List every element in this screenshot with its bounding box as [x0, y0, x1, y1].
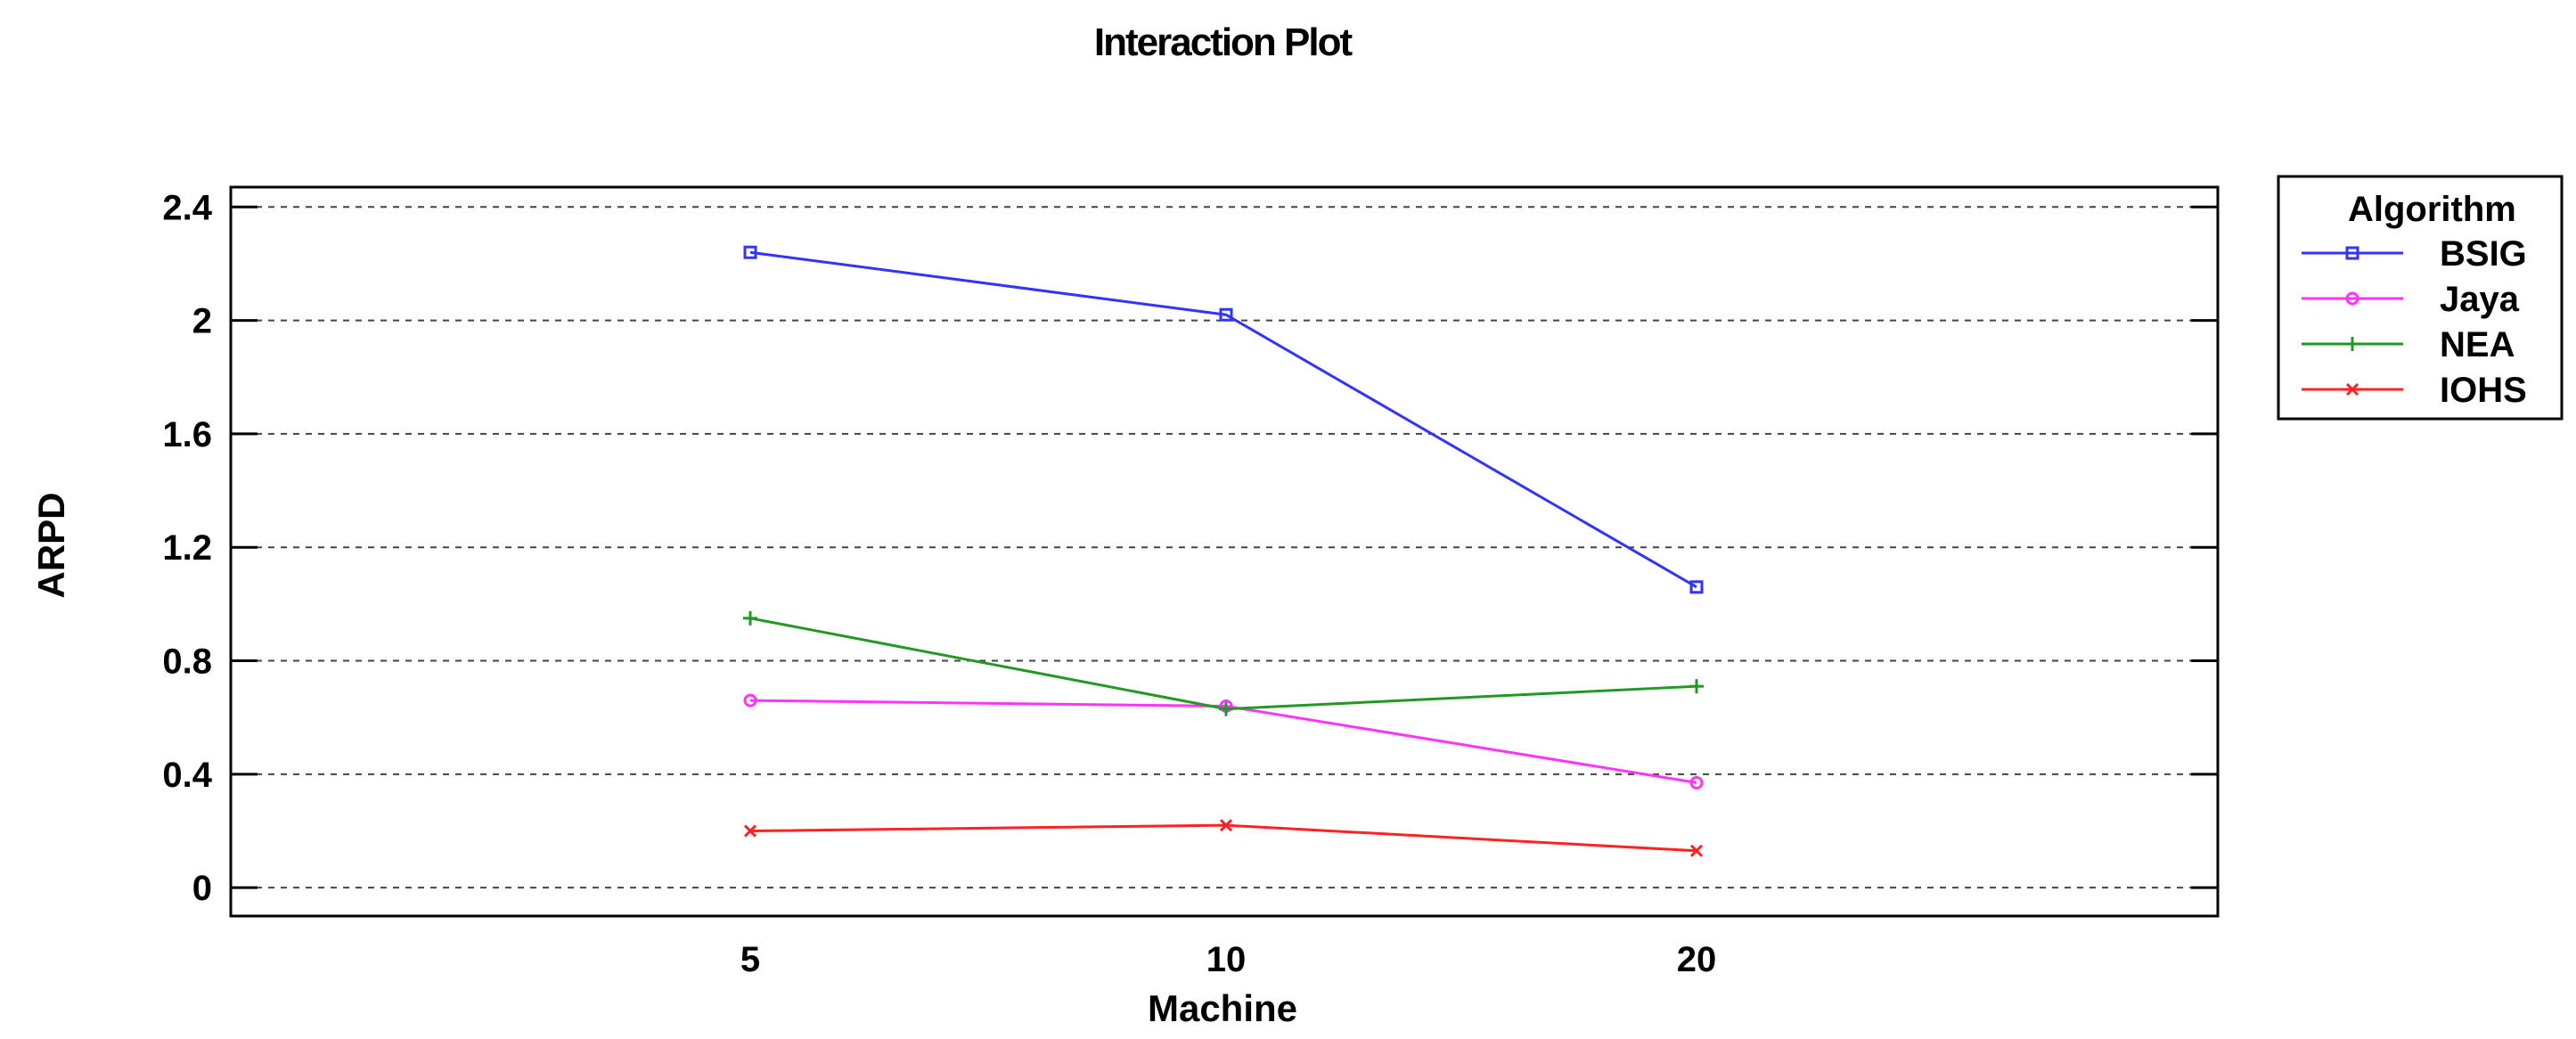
series-lines	[743, 245, 1704, 857]
y-tick-label: 0.4	[162, 756, 212, 795]
y-axis-label: ARPD	[30, 492, 72, 598]
plot-area-frame	[229, 185, 2220, 918]
y-axis-ticks: 0 0.4 0.8 1.2 1.6 2 2.4	[162, 188, 2218, 908]
legend-marker-nea	[2345, 337, 2359, 351]
series-line-jaya	[749, 699, 1697, 784]
data-point-jaya	[743, 693, 757, 708]
x-tick-label: 10	[1206, 940, 1247, 979]
legend-items: BSIG Jaya NEA IOHS	[2302, 234, 2527, 410]
data-point-iohs	[1219, 819, 1233, 832]
y-tick-label: 0	[192, 869, 212, 908]
x-axis-label: Machine	[1148, 987, 1297, 1029]
series-line-bsig	[749, 250, 1697, 589]
x-tick-label: 5	[740, 940, 760, 979]
y-tick-label: 1.2	[162, 528, 212, 568]
legend-label-jaya: Jaya	[2440, 280, 2520, 319]
series-line-nea	[749, 617, 1697, 711]
y-tick-label: 1.6	[162, 415, 212, 454]
data-point-jaya	[1689, 775, 1704, 789]
legend: Algorithm BSIG Jaya NEA IOHS	[2277, 175, 2564, 421]
data-point-iohs	[743, 824, 757, 838]
data-point-bsig	[1689, 580, 1704, 594]
y-tick-label: 2	[192, 302, 212, 341]
x-axis-ticks: 5 10 20	[740, 940, 1716, 979]
legend-marker-jaya	[2345, 291, 2359, 306]
x-tick-label: 20	[1677, 940, 1717, 979]
legend-label-nea: NEA	[2440, 325, 2515, 364]
y-tick-label: 2.4	[162, 188, 212, 227]
y-tick-label: 0.8	[162, 642, 212, 682]
legend-title: Algorithm	[2348, 190, 2516, 229]
data-point-iohs	[1689, 844, 1704, 857]
chart-title: Interaction Plot	[1094, 20, 1353, 64]
data-point-bsig	[743, 245, 757, 259]
data-point-nea	[1219, 701, 1233, 716]
data-point-nea	[1689, 679, 1704, 694]
legend-marker-bsig	[2345, 246, 2359, 260]
legend-label-bsig: BSIG	[2440, 234, 2527, 274]
data-point-bsig	[1219, 307, 1233, 322]
legend-marker-iohs	[2345, 382, 2359, 397]
legend-label-iohs: IOHS	[2440, 371, 2527, 410]
data-point-nea	[743, 610, 757, 626]
